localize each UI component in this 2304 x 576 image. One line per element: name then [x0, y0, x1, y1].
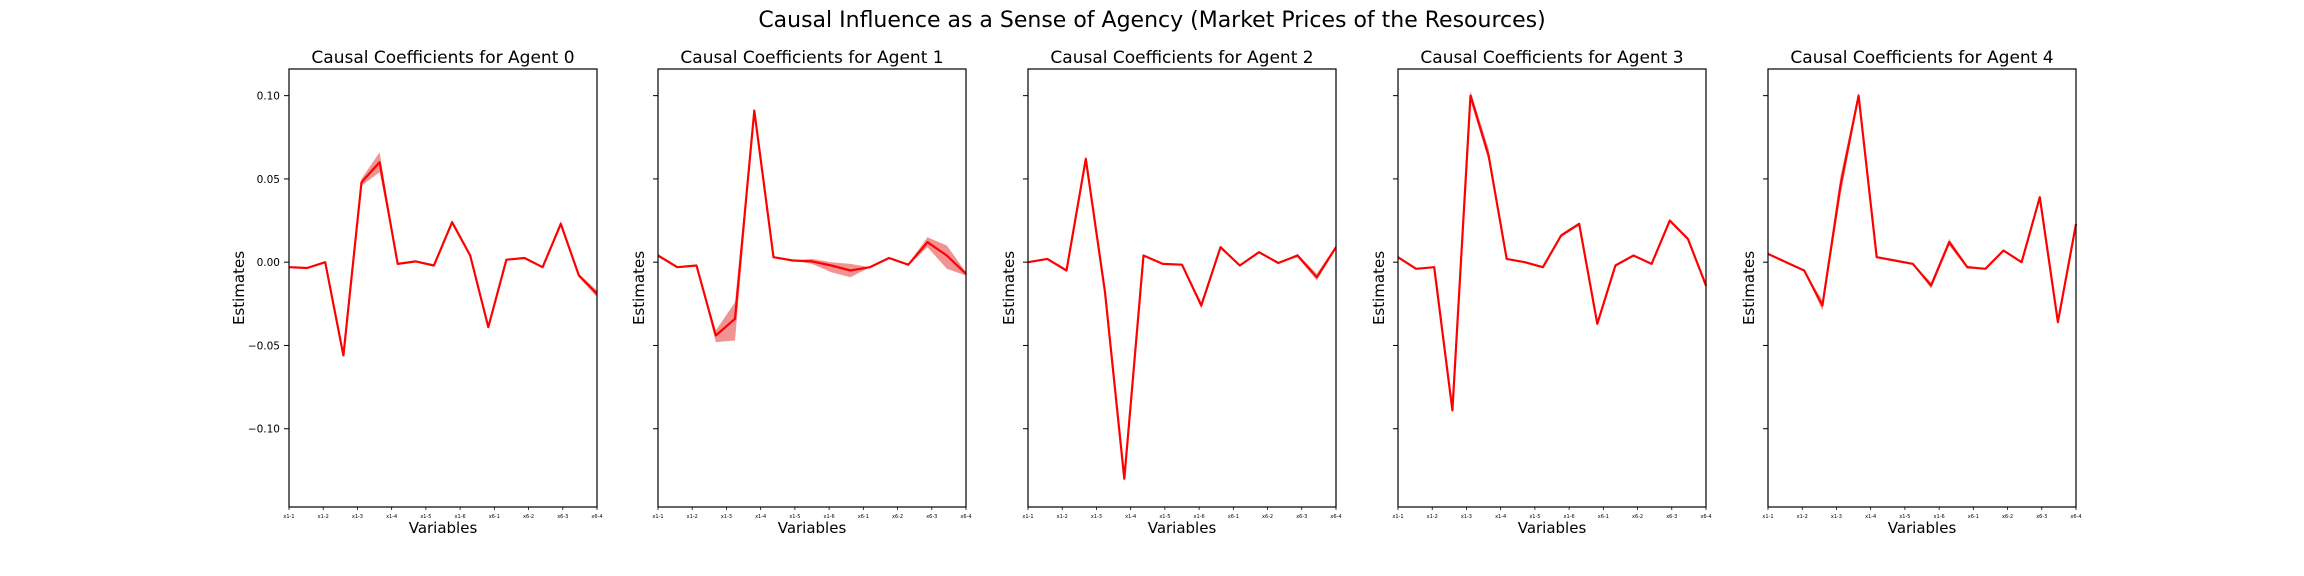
x-tick-label: x1-3 — [1831, 514, 1842, 520]
y-axis-label: Estimates — [1740, 251, 1758, 325]
plot-frame — [657, 68, 967, 508]
x-tick-label: x1-5 — [1159, 514, 1170, 520]
x-tick-label: x6-2 — [2002, 514, 2013, 520]
y-tick-label: −0.05 — [248, 340, 280, 352]
x-axis-label: Variables — [1888, 519, 1957, 537]
x-tick-label: x6-3 — [1296, 514, 1307, 520]
x-tick-label: x6-1 — [858, 514, 869, 520]
x-tick-label: x1-5 — [1899, 514, 1910, 520]
series-line — [288, 161, 598, 357]
x-axis-label: Variables — [1518, 519, 1587, 537]
panel-title: Causal Coefficients for Agent 0 — [311, 48, 574, 68]
panel-title: Causal Coefficients for Agent 3 — [1420, 48, 1683, 68]
x-tick-label: x1-2 — [1797, 514, 1808, 520]
x-tick-label: x6-4 — [2070, 514, 2081, 520]
x-tick-label: x6-1 — [1598, 514, 1609, 520]
panel-title: Causal Coefficients for Agent 1 — [680, 48, 943, 68]
series-line — [1027, 157, 1337, 480]
x-tick-label: x1-3 — [1461, 514, 1472, 520]
x-tick-label: x6-1 — [489, 514, 500, 520]
x-tick-label: x1-5 — [789, 514, 800, 520]
x-tick-label: x1-5 — [1529, 514, 1540, 520]
y-axis-label: Estimates — [230, 251, 248, 325]
x-tick-label: x1-1 — [1762, 514, 1773, 520]
x-tick-label: x1-4 — [1865, 514, 1876, 520]
x-tick-label: x1-6 — [1934, 514, 1945, 520]
y-axis-label: Estimates — [630, 251, 648, 325]
plot-frame — [1767, 68, 2077, 508]
confidence-band — [289, 152, 597, 356]
x-axis-label: Variables — [409, 519, 478, 537]
y-tick-label: 0.05 — [257, 174, 280, 186]
x-tick-label: x6-2 — [892, 514, 903, 520]
x-tick-label: x1-6 — [824, 514, 835, 520]
series-line — [1767, 94, 2078, 324]
y-tick-label: −0.10 — [248, 424, 280, 436]
x-tick-label: x6-4 — [1330, 514, 1341, 520]
x-tick-label: x6-4 — [960, 514, 971, 520]
x-tick-label: x1-4 — [1125, 514, 1136, 520]
x-tick-label: x1-3 — [352, 514, 363, 520]
x-tick-label: x1-2 — [318, 514, 329, 520]
x-tick-label: x1-3 — [1091, 514, 1102, 520]
x-tick-label: x1-4 — [755, 514, 766, 520]
confidence-band — [658, 109, 966, 343]
series-line — [657, 109, 967, 337]
x-tick-label: x6-4 — [591, 514, 602, 520]
x-axis-label: Variables — [778, 519, 847, 537]
x-tick-label: x6-3 — [1666, 514, 1677, 520]
x-tick-label: x1-1 — [283, 514, 294, 520]
x-axis-label: Variables — [1148, 519, 1217, 537]
plot-frame — [288, 68, 598, 508]
y-axis-label: Estimates — [1370, 251, 1388, 325]
x-tick-label: x1-3 — [721, 514, 732, 520]
x-tick-label: x6-3 — [926, 514, 937, 520]
plot-frame — [1027, 68, 1337, 508]
x-tick-label: x1-6 — [1194, 514, 1205, 520]
x-tick-label: x6-3 — [557, 514, 568, 520]
confidence-band — [1028, 155, 1336, 482]
x-tick-label: x1-2 — [687, 514, 698, 520]
panel-title: Causal Coefficients for Agent 4 — [1790, 48, 2053, 68]
x-tick-label: x1-2 — [1427, 514, 1438, 520]
y-tick-label: 0.10 — [257, 91, 280, 103]
x-tick-label: x1-1 — [1392, 514, 1403, 520]
x-tick-label: x6-1 — [1968, 514, 1979, 520]
x-tick-label: x6-3 — [2036, 514, 2047, 520]
panel-title: Causal Coefficients for Agent 2 — [1050, 48, 1313, 68]
x-tick-label: x1-4 — [1495, 514, 1506, 520]
x-tick-label: x1-1 — [1022, 514, 1033, 520]
x-tick-label: x1-5 — [420, 514, 431, 520]
x-tick-label: x6-2 — [523, 514, 534, 520]
x-tick-label: x1-4 — [386, 514, 397, 520]
x-tick-label: x1-1 — [652, 514, 663, 520]
x-tick-label: x6-2 — [1262, 514, 1273, 520]
series-line — [1397, 94, 1708, 412]
y-tick-label: 0.00 — [257, 257, 280, 269]
x-tick-label: x1-2 — [1057, 514, 1068, 520]
y-axis-label: Estimates — [1000, 251, 1018, 325]
plot-frame — [1397, 68, 1707, 508]
figure-title: Causal Influence as a Sense of Agency (M… — [758, 8, 1546, 33]
x-tick-label: x1-6 — [455, 514, 466, 520]
x-tick-label: x6-1 — [1228, 514, 1239, 520]
x-tick-label: x6-4 — [1700, 514, 1711, 520]
x-tick-label: x1-6 — [1564, 514, 1575, 520]
x-tick-label: x6-2 — [1632, 514, 1643, 520]
